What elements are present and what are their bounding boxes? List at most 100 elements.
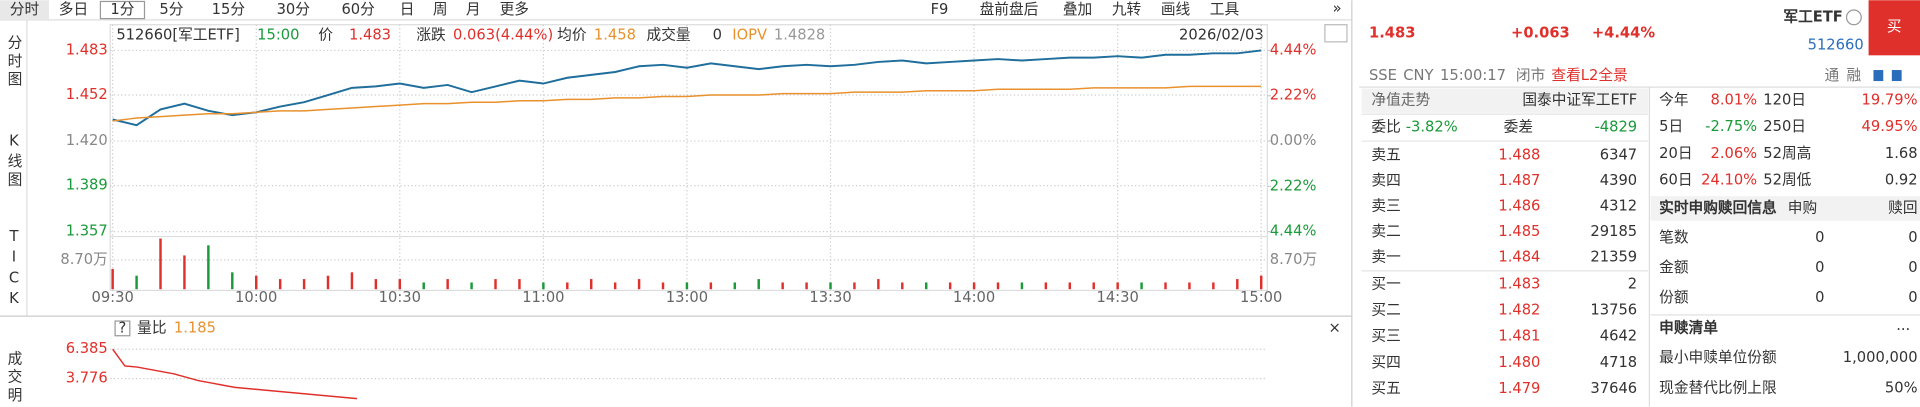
- volume-bar: [183, 255, 186, 290]
- redemption-label: 金额: [1659, 259, 1689, 276]
- tab[interactable]: 日: [400, 1, 415, 18]
- tab[interactable]: 多日: [59, 1, 88, 18]
- tool[interactable]: 盘前盘后: [980, 0, 1039, 18]
- tab[interactable]: 更多: [500, 1, 529, 18]
- buy-button-bg[interactable]: [1868, 0, 1920, 56]
- stat-label: 5日: [1659, 118, 1683, 135]
- volume-bar: [566, 282, 569, 290]
- panel-icon[interactable]: [1324, 24, 1348, 43]
- tool-icon[interactable]: [1891, 70, 1902, 82]
- l2-link[interactable]: 查看L2全景: [1551, 66, 1627, 84]
- help-text[interactable]: ?: [119, 319, 127, 336]
- order-price: 1.484: [1498, 249, 1540, 266]
- volume-bar: [278, 279, 282, 290]
- info-price-label: 价: [318, 27, 333, 44]
- sidebar-tab[interactable]: 成交明: [5, 350, 22, 405]
- volume-bar: [207, 245, 210, 290]
- order-price: 1.483: [1498, 275, 1540, 292]
- info-iopv: 1.4828: [774, 27, 825, 44]
- quote-name: 军工ETF: [1783, 8, 1842, 25]
- order-volume: 21359: [1590, 249, 1637, 266]
- x-tick-label: 09:30: [91, 289, 133, 306]
- info-icon[interactable]: [1845, 9, 1862, 26]
- tab[interactable]: 5分: [159, 1, 183, 18]
- list-more[interactable]: ...: [1896, 317, 1910, 334]
- redemption-label: 笔数: [1659, 229, 1689, 246]
- quote-pct: +4.44%: [1592, 24, 1656, 41]
- tool[interactable]: 叠加: [1063, 1, 1092, 18]
- info-price: 1.483: [349, 27, 391, 44]
- redemption-value: 0: [1815, 259, 1824, 276]
- order-volume: 4642: [1600, 328, 1637, 345]
- tab[interactable]: 15分: [212, 1, 246, 18]
- volume-bar: [613, 282, 617, 290]
- tab[interactable]: 60分: [341, 1, 375, 18]
- order-price: 1.482: [1498, 302, 1540, 319]
- volume-bar: [996, 282, 1000, 290]
- tab[interactable]: 分时: [10, 1, 40, 18]
- quote-meta: 闭市: [1516, 67, 1545, 84]
- volume-bar: [1092, 282, 1095, 290]
- volume-bar: [1188, 282, 1191, 290]
- redemption-value: 0: [1908, 229, 1917, 246]
- help-icon[interactable]: [114, 320, 131, 337]
- volume-bar: [709, 282, 713, 290]
- stat-label: 120日: [1763, 92, 1806, 109]
- quote-meta: CNY: [1403, 67, 1433, 84]
- order-volume: 29185: [1590, 223, 1637, 240]
- volume-bar: [542, 282, 545, 290]
- ratio-label: 量比: [137, 319, 166, 336]
- series-line: [112, 85, 1262, 122]
- order-price: 1.488: [1498, 147, 1540, 164]
- stat-label: 250日: [1763, 118, 1806, 135]
- tab[interactable]: 月: [466, 1, 481, 18]
- tab[interactable]: 周: [433, 1, 448, 18]
- x-tick-label: 14:30: [1096, 289, 1138, 306]
- tab[interactable]: 1分: [110, 1, 134, 18]
- volume-bar: [637, 279, 641, 290]
- volume-bar: [255, 275, 258, 290]
- redemption-col: 申购: [1788, 199, 1817, 216]
- buy-button[interactable]: 买: [1887, 18, 1902, 35]
- list-label: 现金替代比例上限: [1659, 379, 1777, 396]
- volume-bar: [111, 268, 114, 290]
- info-avg-label: 均价: [557, 27, 587, 44]
- nav-label[interactable]: 净值走势: [1371, 92, 1430, 109]
- redemption-value: 0: [1815, 289, 1824, 306]
- volume-bar: [494, 279, 497, 290]
- tab[interactable]: 30分: [277, 1, 311, 18]
- more-button[interactable]: »: [1333, 0, 1342, 17]
- ratio-value: -3.82%: [1406, 119, 1458, 136]
- volume-bar: [1020, 282, 1024, 290]
- info-avg: 1.458: [594, 27, 636, 44]
- stat-value: 8.01%: [1710, 92, 1757, 109]
- y-tick-label: 1.452: [66, 86, 108, 103]
- list-value: 50%: [1885, 379, 1918, 396]
- tool-icon[interactable]: [1873, 70, 1884, 82]
- sidebar-tab[interactable]: 分时图: [5, 34, 22, 89]
- list-title: 申赎清单: [1659, 318, 1718, 336]
- volume-bar: [1212, 282, 1215, 290]
- diff-label: 委差: [1504, 119, 1533, 136]
- tool[interactable]: F9: [931, 1, 949, 18]
- volume-bar: [1164, 282, 1167, 290]
- volume-bar: [948, 282, 952, 290]
- order-label: 买一: [1371, 275, 1401, 292]
- tool[interactable]: 工具: [1210, 1, 1240, 18]
- volume-bar: [231, 272, 234, 290]
- order-volume: 4312: [1600, 198, 1637, 215]
- stat-label: 今年: [1659, 92, 1689, 109]
- x-tick-label: 15:00: [1240, 289, 1282, 306]
- stat-value: 0.92: [1885, 171, 1918, 188]
- order-label: 买三: [1371, 328, 1400, 345]
- tool[interactable]: 画线: [1161, 1, 1191, 18]
- close-button[interactable]: ×: [1329, 319, 1341, 336]
- quote-icon[interactable]: 通: [1824, 67, 1839, 84]
- quote-icon[interactable]: 融: [1847, 67, 1862, 84]
- tool[interactable]: 九转: [1112, 1, 1142, 18]
- volume-bar: [829, 282, 832, 290]
- y2-tick-label: 0.00%: [1270, 132, 1317, 149]
- x-tick-label: 10:30: [379, 289, 421, 306]
- sidebar-tab[interactable]: K线图: [5, 132, 22, 189]
- sidebar-tab[interactable]: TICK: [5, 228, 22, 311]
